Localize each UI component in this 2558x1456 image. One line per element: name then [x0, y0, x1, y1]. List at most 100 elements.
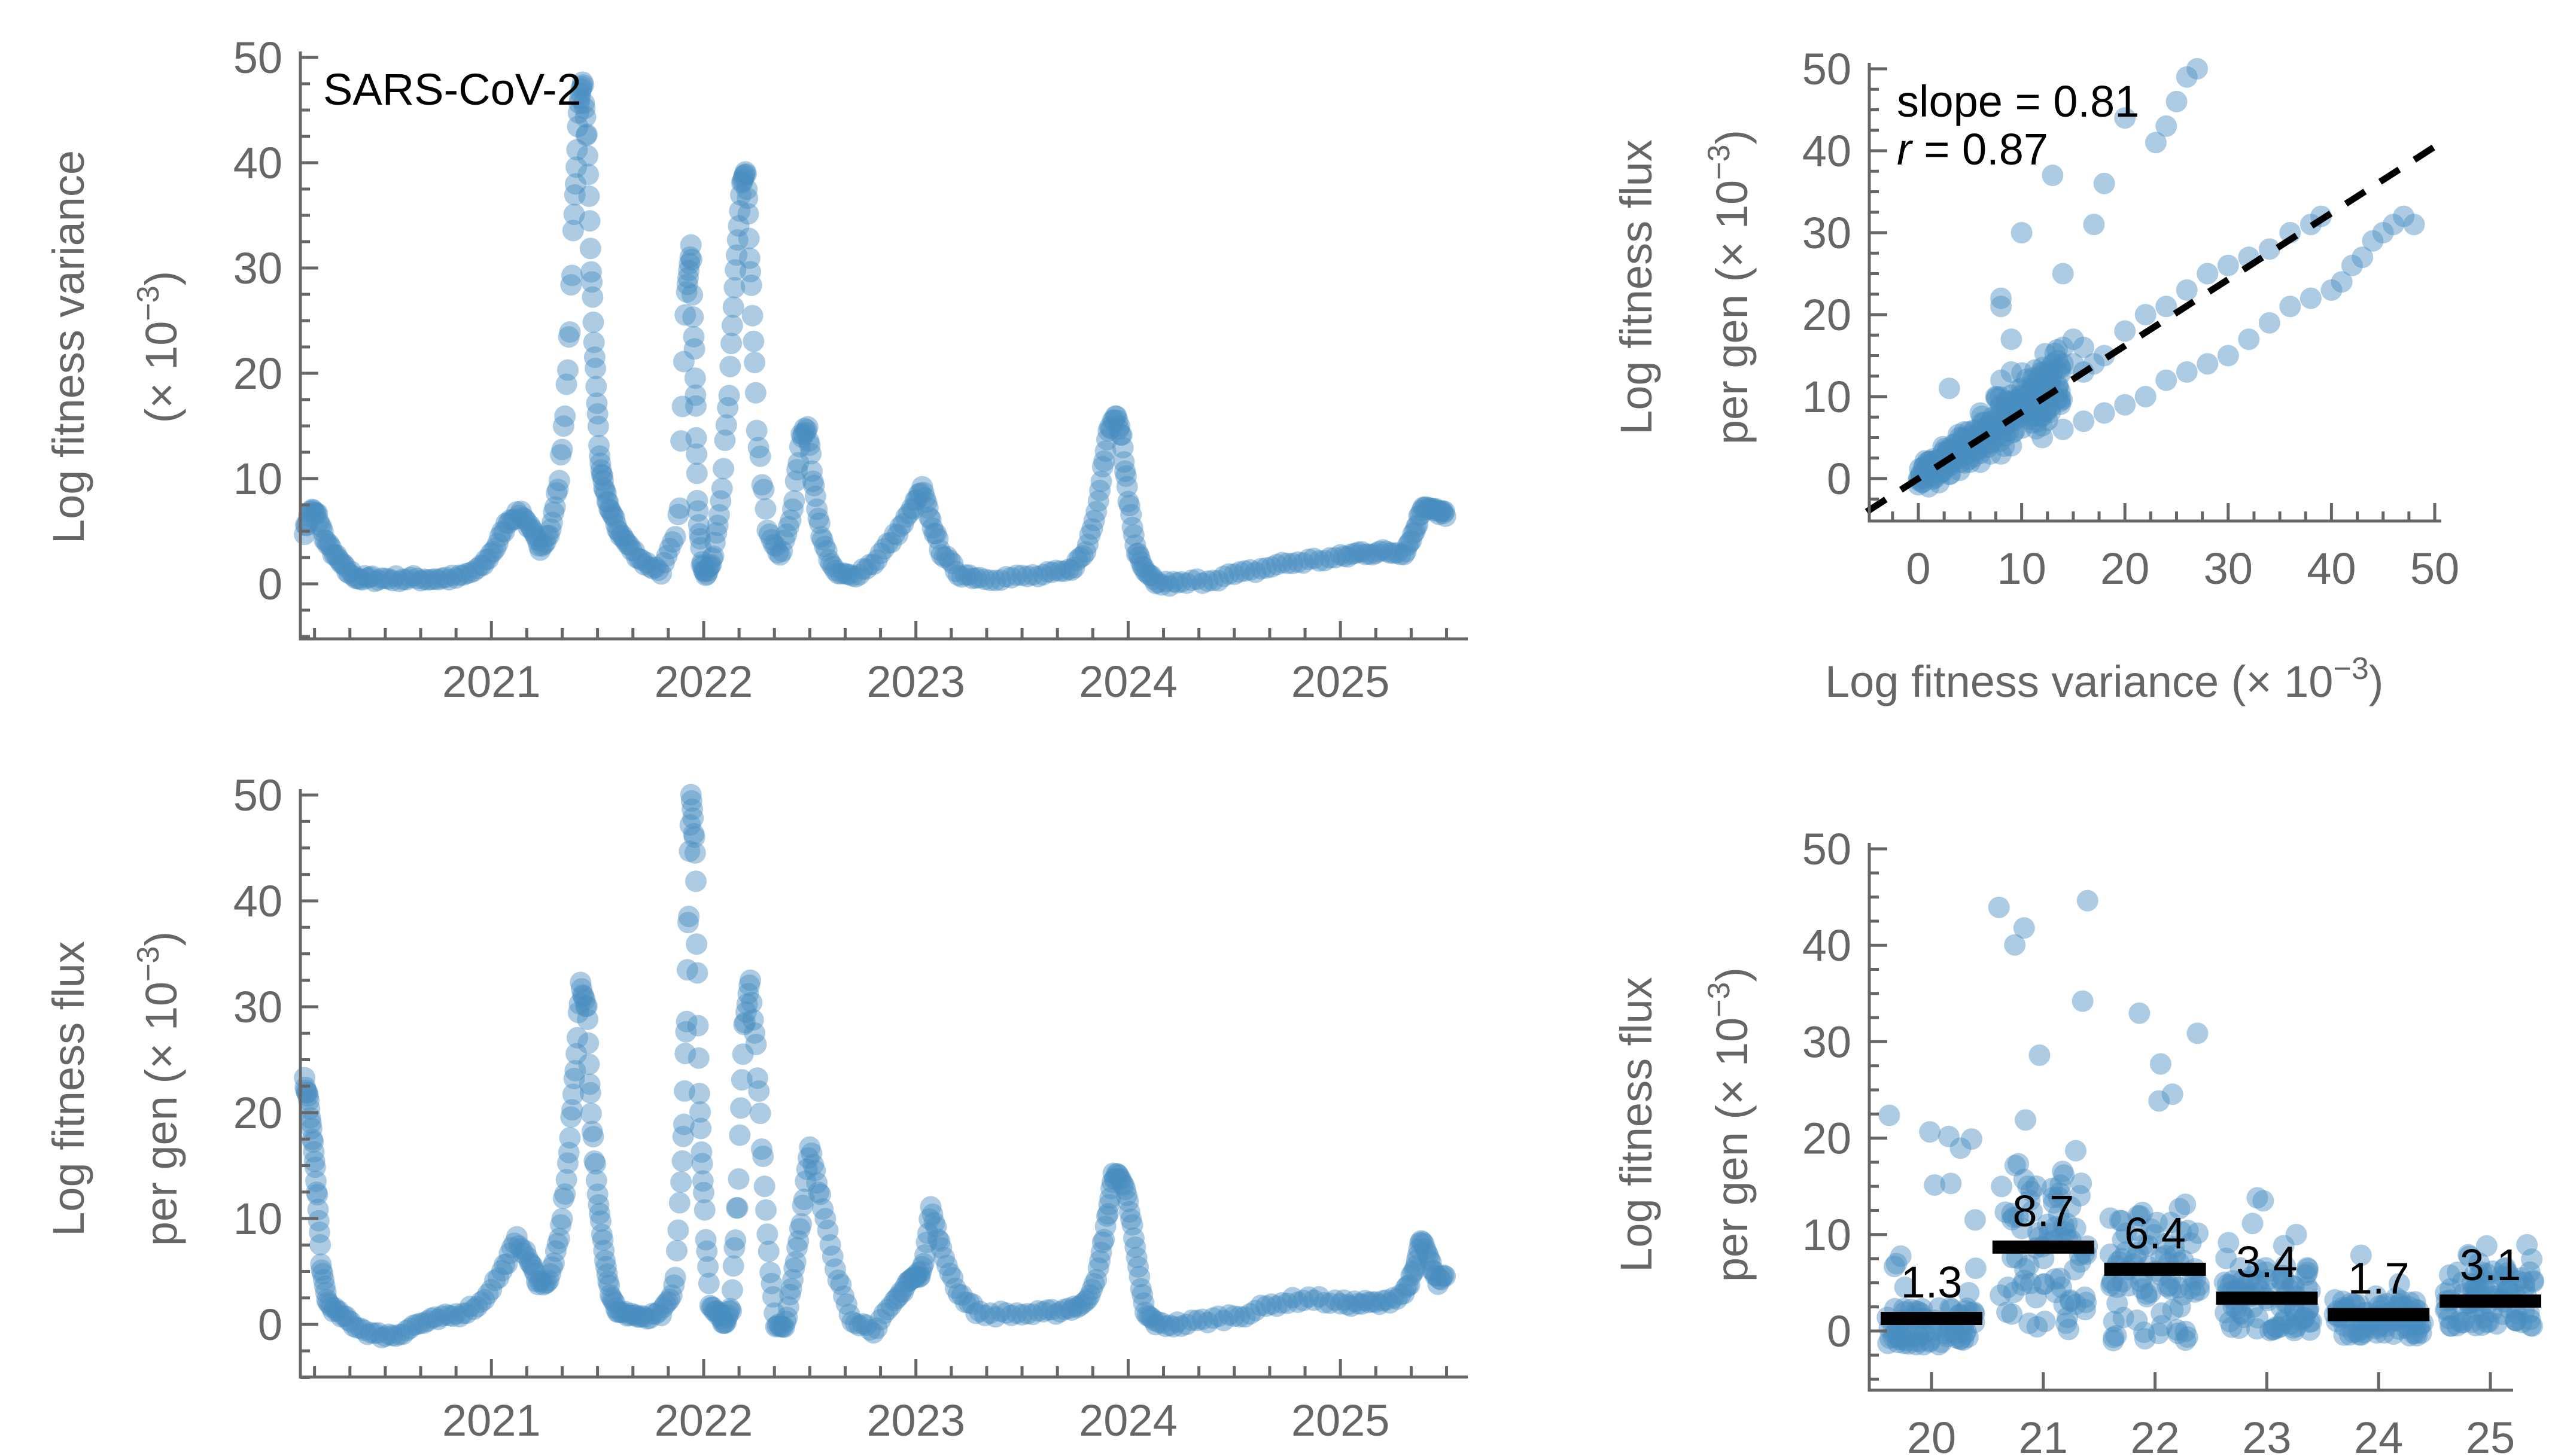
data-point [713, 1312, 735, 1334]
data-point [647, 559, 670, 581]
data-point [1957, 421, 1979, 443]
data-point [742, 1009, 764, 1031]
data-point [725, 1197, 747, 1219]
data-point [2031, 369, 2054, 391]
data-point [484, 1269, 506, 1291]
data-point [902, 498, 924, 520]
data-point [2131, 1201, 2154, 1223]
data-point [622, 1304, 644, 1326]
x-tick-label: 21 [2019, 1413, 2068, 1456]
data-point [954, 1291, 977, 1314]
data-point [1949, 427, 1971, 449]
data-point [2219, 1274, 2241, 1296]
data-point [534, 531, 556, 553]
data-point [845, 1312, 867, 1335]
data-point [2064, 1217, 2086, 1239]
data-point [2129, 1205, 2151, 1227]
data-point [676, 959, 698, 981]
data-point [2023, 375, 2045, 397]
data-point [300, 1117, 323, 1140]
data-point [707, 1305, 729, 1327]
data-point [835, 1293, 857, 1315]
data-point [808, 512, 831, 534]
data-point [720, 1300, 743, 1322]
data-point [399, 1317, 421, 1339]
data-point [1066, 549, 1088, 571]
data-point [593, 1239, 615, 1262]
data-point [2271, 1265, 2294, 1287]
data-point [855, 558, 877, 580]
data-point [1282, 553, 1304, 575]
data-point [1989, 395, 2011, 418]
data-point [573, 92, 595, 114]
data-point [605, 1297, 627, 1320]
data-point [747, 437, 769, 459]
data-point [1418, 496, 1440, 519]
data-point [659, 1288, 681, 1310]
data-point [472, 554, 494, 576]
data-point [1336, 546, 1358, 568]
data-point [2102, 1329, 2124, 1351]
data-point [1914, 1322, 1936, 1344]
data-point [1981, 406, 2003, 428]
data-point [2258, 312, 2280, 334]
data-point [570, 82, 592, 104]
data-point [1917, 455, 1939, 477]
data-point [947, 564, 969, 586]
data-point [873, 1302, 895, 1324]
data-point [2255, 1261, 2277, 1283]
y-tick-label: 20 [1802, 1114, 1851, 1163]
data-point [342, 1315, 364, 1338]
data-point [618, 1304, 640, 1326]
data-point [2353, 1321, 2375, 1344]
data-point [586, 392, 608, 415]
data-point [1049, 560, 1071, 582]
data-point [1358, 1291, 1380, 1314]
data-point [551, 1208, 573, 1230]
data-point [1106, 1163, 1129, 1185]
data-point [721, 1279, 743, 1301]
data-point [2103, 1326, 2125, 1348]
data-point [838, 563, 860, 586]
data-point [1912, 468, 1935, 489]
data-point [2052, 336, 2074, 358]
data-point [2040, 365, 2063, 388]
data-point [1133, 1292, 1155, 1314]
data-point [686, 962, 708, 984]
data-point [2366, 1322, 2388, 1344]
data-point [746, 1067, 768, 1089]
data-point [517, 516, 539, 538]
data-point [2457, 1244, 2480, 1266]
data-point [2093, 345, 2115, 367]
mean-bars: 1.38.7 6.43.4 1.7 3.1 [1881, 1186, 2541, 1326]
data-point [780, 509, 802, 531]
data-point [326, 1300, 348, 1322]
data-point [969, 1300, 991, 1322]
data-point [1116, 476, 1138, 498]
data-point [2215, 1302, 2237, 1324]
data-point [799, 1136, 821, 1158]
data-point [1027, 565, 1049, 587]
data-point [2300, 287, 2322, 309]
data-point [2016, 391, 2039, 413]
data-point [1089, 480, 1111, 502]
x-tick-label: 23 [2242, 1413, 2291, 1456]
data-point [577, 163, 600, 185]
data-point [680, 248, 702, 270]
data-point [2004, 1155, 2026, 1177]
data-point [898, 1270, 920, 1292]
data-point [329, 550, 351, 572]
data-point [1101, 1171, 1123, 1193]
data-point [2159, 1211, 2182, 1233]
data-point [2285, 1223, 2307, 1245]
data-point [2074, 1299, 2096, 1321]
data-point [1228, 561, 1251, 583]
data-point [686, 462, 708, 485]
data-point [2475, 1263, 2498, 1285]
data-point [734, 1012, 756, 1034]
data-point [1130, 1278, 1152, 1300]
data-point [833, 562, 855, 584]
data-point [1905, 1330, 1927, 1352]
data-point [678, 905, 700, 927]
